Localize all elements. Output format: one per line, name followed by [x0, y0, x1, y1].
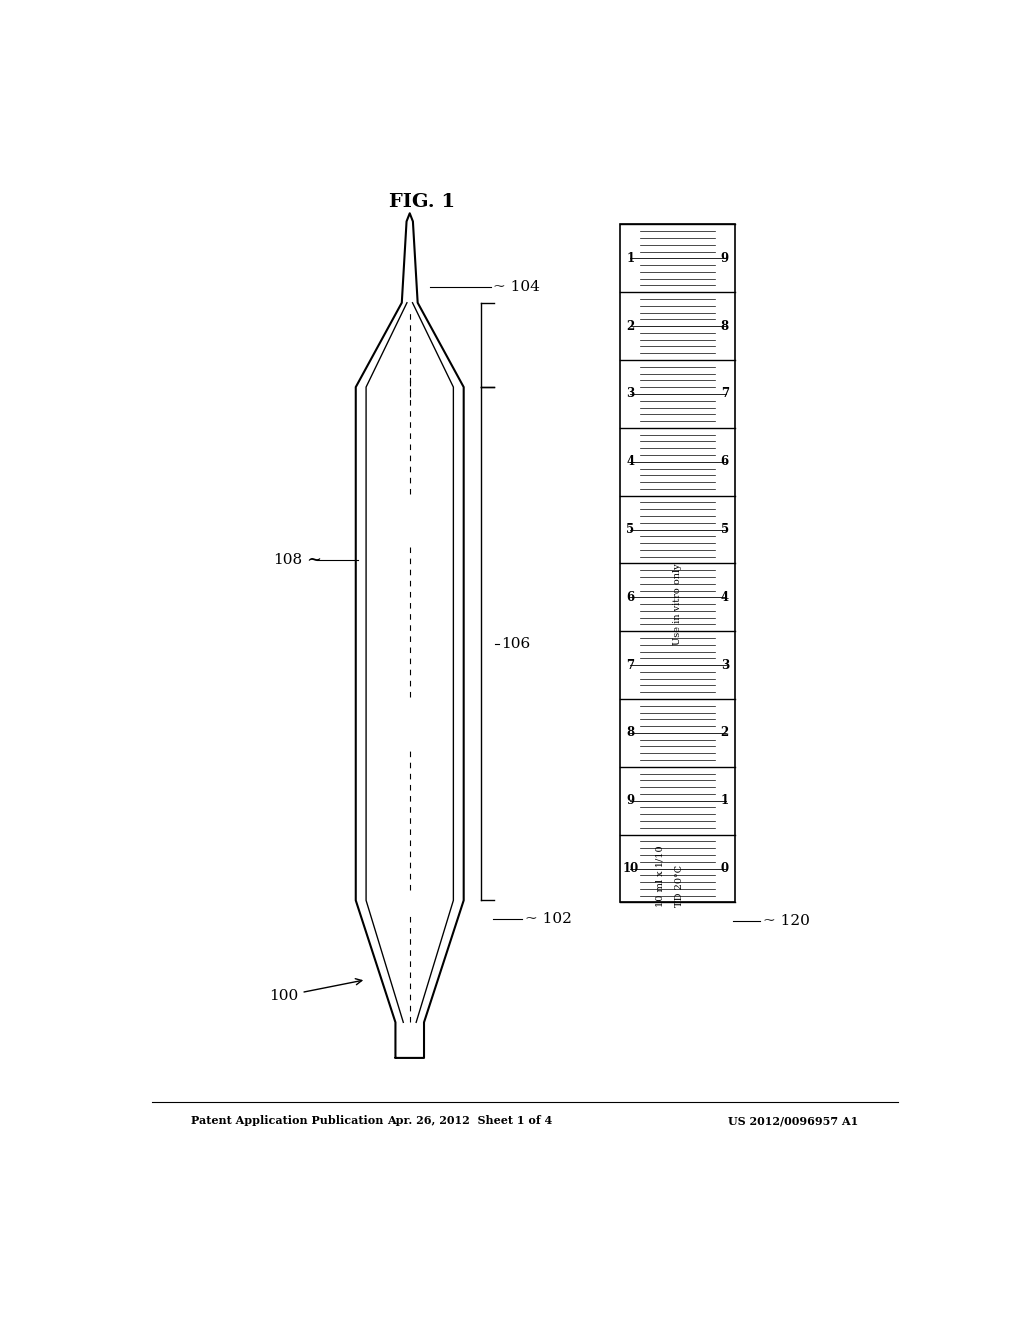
- Text: ~ 102: ~ 102: [524, 912, 571, 925]
- Text: Apr. 26, 2012  Sheet 1 of 4: Apr. 26, 2012 Sheet 1 of 4: [387, 1115, 552, 1126]
- Text: FIG. 1: FIG. 1: [388, 193, 455, 211]
- Text: TD 20°C: TD 20°C: [676, 866, 684, 907]
- Text: 2: 2: [721, 726, 729, 739]
- Text: ~ 120: ~ 120: [763, 913, 810, 928]
- Text: 2: 2: [627, 319, 635, 333]
- Text: 3: 3: [627, 388, 635, 400]
- Text: 5: 5: [721, 523, 729, 536]
- Text: 6: 6: [721, 455, 729, 469]
- Text: 5: 5: [627, 523, 635, 536]
- Text: 3: 3: [721, 659, 729, 672]
- Text: 7: 7: [721, 388, 729, 400]
- Text: 9: 9: [627, 795, 635, 808]
- Text: ~ 104: ~ 104: [494, 280, 540, 294]
- Text: 106: 106: [501, 638, 530, 651]
- Text: 9: 9: [721, 252, 729, 265]
- Text: 108: 108: [273, 553, 303, 566]
- Text: Patent Application Publication: Patent Application Publication: [191, 1115, 384, 1126]
- Text: 1: 1: [721, 795, 729, 808]
- Text: 4: 4: [627, 455, 635, 469]
- Text: 10 ml x 1/10: 10 ml x 1/10: [655, 846, 665, 907]
- Text: 1: 1: [627, 252, 635, 265]
- Text: 8: 8: [627, 726, 635, 739]
- Text: ~: ~: [306, 550, 322, 569]
- Text: 100: 100: [269, 978, 361, 1003]
- Text: 10: 10: [623, 862, 639, 875]
- Text: 0: 0: [721, 862, 729, 875]
- Bar: [620, 224, 735, 903]
- Text: US 2012/0096957 A1: US 2012/0096957 A1: [728, 1115, 858, 1126]
- Text: 6: 6: [627, 591, 635, 603]
- Text: 7: 7: [627, 659, 635, 672]
- Text: Use in vitro only: Use in vitro only: [673, 564, 682, 645]
- Text: 4: 4: [721, 591, 729, 603]
- Text: 8: 8: [721, 319, 729, 333]
